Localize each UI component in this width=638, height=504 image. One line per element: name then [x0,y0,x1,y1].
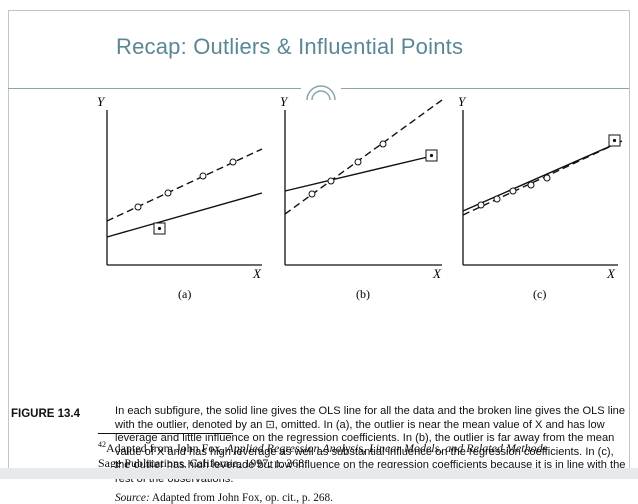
figure-number: FIGURE 13.4 [11,408,81,420]
panel-c-ols-dashed-line [462,140,623,216]
panel-a-point [134,203,142,211]
panel-b-y-label: Y [280,94,289,109]
panel-b-x-label: X [432,266,442,281]
footnote-line2: Sage Publications, California, 1997, p. … [98,456,308,470]
figure-source: Source: Adapted from John Fox, op. cit.,… [115,492,333,504]
panel-a-ols-dashed-line [106,148,263,222]
panel-c: Y X (c) [458,94,623,301]
panel-c-y-label: Y [458,94,467,109]
panel-a-label: (a) [178,287,191,301]
source-label: Source: [115,492,150,504]
slide-title: Recap: Outliers & Influential Points [116,34,464,59]
panel-a-y-label: Y [97,94,106,109]
panel-c-point [527,181,535,189]
footnote-book-title: Applied Regression Analysis, Linear Mode… [226,441,548,455]
divider-ornament-icon [301,72,341,102]
panel-b-ols-solid-line [284,155,433,192]
regression-panels: Y X (a) Y X (b) [97,94,623,301]
panel-b-ols-dashed-line [284,99,443,215]
slide-frame [8,10,630,469]
panel-b-point [308,190,316,198]
panel-b-point [327,177,335,185]
panel-b: Y X (b) [280,94,443,301]
panel-b-point [379,140,387,148]
panel-a-point [164,189,172,197]
panel-a-x-label: X [252,266,262,281]
figure-13-4: Y X (a) Y X (b) [0,90,638,504]
bottom-bar [0,468,638,479]
panel-c-label: (c) [533,287,546,301]
footnote-prefix: Adapted from John Fox, [106,441,227,455]
panel-a-point [229,158,237,166]
panel-c-point [509,187,517,195]
footnote-number: 42 [98,440,106,449]
source-text: Adapted from John Fox, op. cit., p. 268. [149,492,333,504]
footnote-rule [98,433,233,434]
panel-b-point [354,158,362,166]
panel-c-point [543,174,551,182]
panel-b-label: (b) [356,287,370,301]
panel-c-x-label: X [606,266,616,281]
panel-a-point [199,172,207,180]
panel-c-point [493,195,501,203]
panel-a-ols-solid-line [106,192,263,238]
panel-a: Y X (a) [97,94,263,301]
footnote: 42Adapted from John Fox, Applied Regress… [98,437,547,471]
panel-c-point [477,201,485,209]
